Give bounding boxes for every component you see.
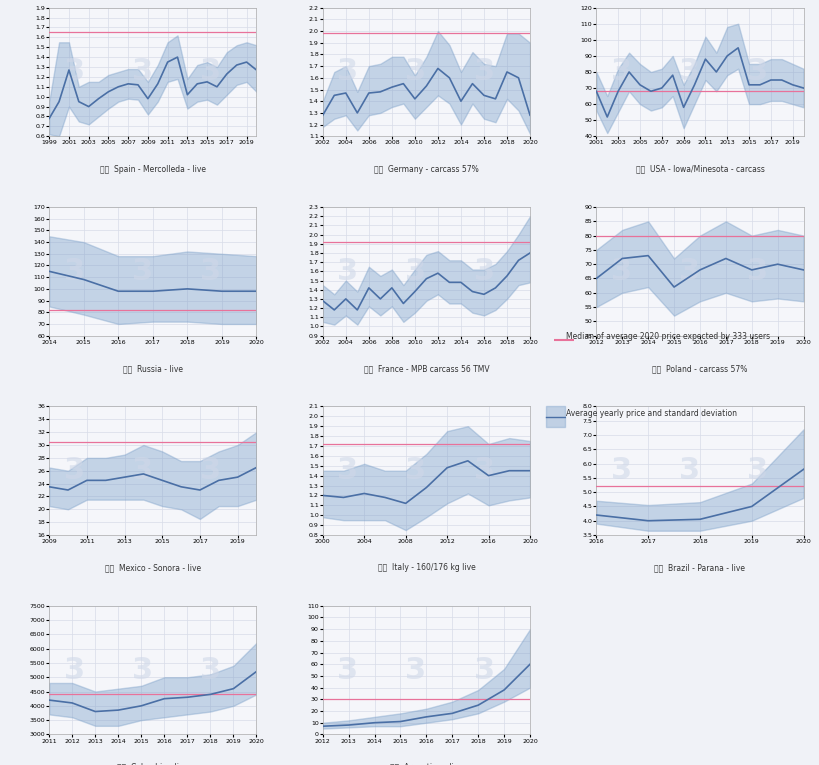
Text: 3: 3 bbox=[337, 257, 358, 286]
X-axis label: 🇲🇽  Mexico - Sonora - live: 🇲🇽 Mexico - Sonora - live bbox=[105, 563, 201, 572]
X-axis label: 🇩🇪  Germany - carcass 57%: 🇩🇪 Germany - carcass 57% bbox=[373, 164, 478, 174]
Text: 3: 3 bbox=[405, 456, 426, 485]
Text: 3: 3 bbox=[132, 257, 153, 286]
Text: 3: 3 bbox=[405, 656, 426, 685]
X-axis label: 🇪🇸  Spain - Mercolleda - live: 🇪🇸 Spain - Mercolleda - live bbox=[100, 164, 206, 174]
X-axis label: 🇺🇸  USA - Iowa/Minesota - carcass: 🇺🇸 USA - Iowa/Minesota - carcass bbox=[635, 164, 763, 174]
Text: 3: 3 bbox=[200, 57, 221, 86]
Text: 3: 3 bbox=[337, 57, 358, 86]
Text: 3: 3 bbox=[337, 456, 358, 485]
Text: 3: 3 bbox=[132, 456, 153, 485]
Text: 3: 3 bbox=[610, 456, 631, 485]
Text: 3: 3 bbox=[63, 257, 84, 286]
Text: 3: 3 bbox=[678, 456, 699, 485]
Text: 3: 3 bbox=[747, 456, 767, 485]
Text: 3: 3 bbox=[473, 456, 495, 485]
Text: 3: 3 bbox=[610, 57, 631, 86]
X-axis label: 🇮🇹  Italy - 160/176 kg live: 🇮🇹 Italy - 160/176 kg live bbox=[377, 563, 475, 572]
Text: 3: 3 bbox=[747, 57, 767, 86]
Text: 3: 3 bbox=[337, 656, 358, 685]
Text: Average yearly price and standard deviation: Average yearly price and standard deviat… bbox=[565, 409, 736, 418]
Text: Median of average 2020 price expected by 333 users: Median of average 2020 price expected by… bbox=[565, 332, 769, 341]
Text: 3: 3 bbox=[63, 656, 84, 685]
Text: 3: 3 bbox=[473, 656, 495, 685]
X-axis label: 🇵🇱  Poland - carcass 57%: 🇵🇱 Poland - carcass 57% bbox=[651, 364, 747, 373]
X-axis label: 🇨🇴  Colombia - live: 🇨🇴 Colombia - live bbox=[117, 763, 188, 765]
X-axis label: 🇫🇷  France - MPB carcass 56 TMV: 🇫🇷 France - MPB carcass 56 TMV bbox=[363, 364, 489, 373]
X-axis label: 🇦🇷  Argentina - live: 🇦🇷 Argentina - live bbox=[390, 763, 462, 765]
X-axis label: 🇷🇺  Russia - live: 🇷🇺 Russia - live bbox=[123, 364, 183, 373]
Text: 3: 3 bbox=[63, 57, 84, 86]
Text: 3: 3 bbox=[405, 57, 426, 86]
Text: 3: 3 bbox=[678, 57, 699, 86]
Text: 3: 3 bbox=[473, 257, 495, 286]
Text: 3: 3 bbox=[405, 257, 426, 286]
Text: 3: 3 bbox=[747, 257, 767, 286]
Text: 3: 3 bbox=[200, 257, 221, 286]
Text: 3: 3 bbox=[678, 257, 699, 286]
Text: 3: 3 bbox=[200, 656, 221, 685]
Text: 3: 3 bbox=[473, 57, 495, 86]
Text: 3: 3 bbox=[200, 456, 221, 485]
Text: 3: 3 bbox=[63, 456, 84, 485]
Text: 3: 3 bbox=[132, 656, 153, 685]
Text: 3: 3 bbox=[610, 257, 631, 286]
Text: 3: 3 bbox=[132, 57, 153, 86]
X-axis label: 🇧🇷  Brazil - Parana - live: 🇧🇷 Brazil - Parana - live bbox=[654, 563, 744, 572]
